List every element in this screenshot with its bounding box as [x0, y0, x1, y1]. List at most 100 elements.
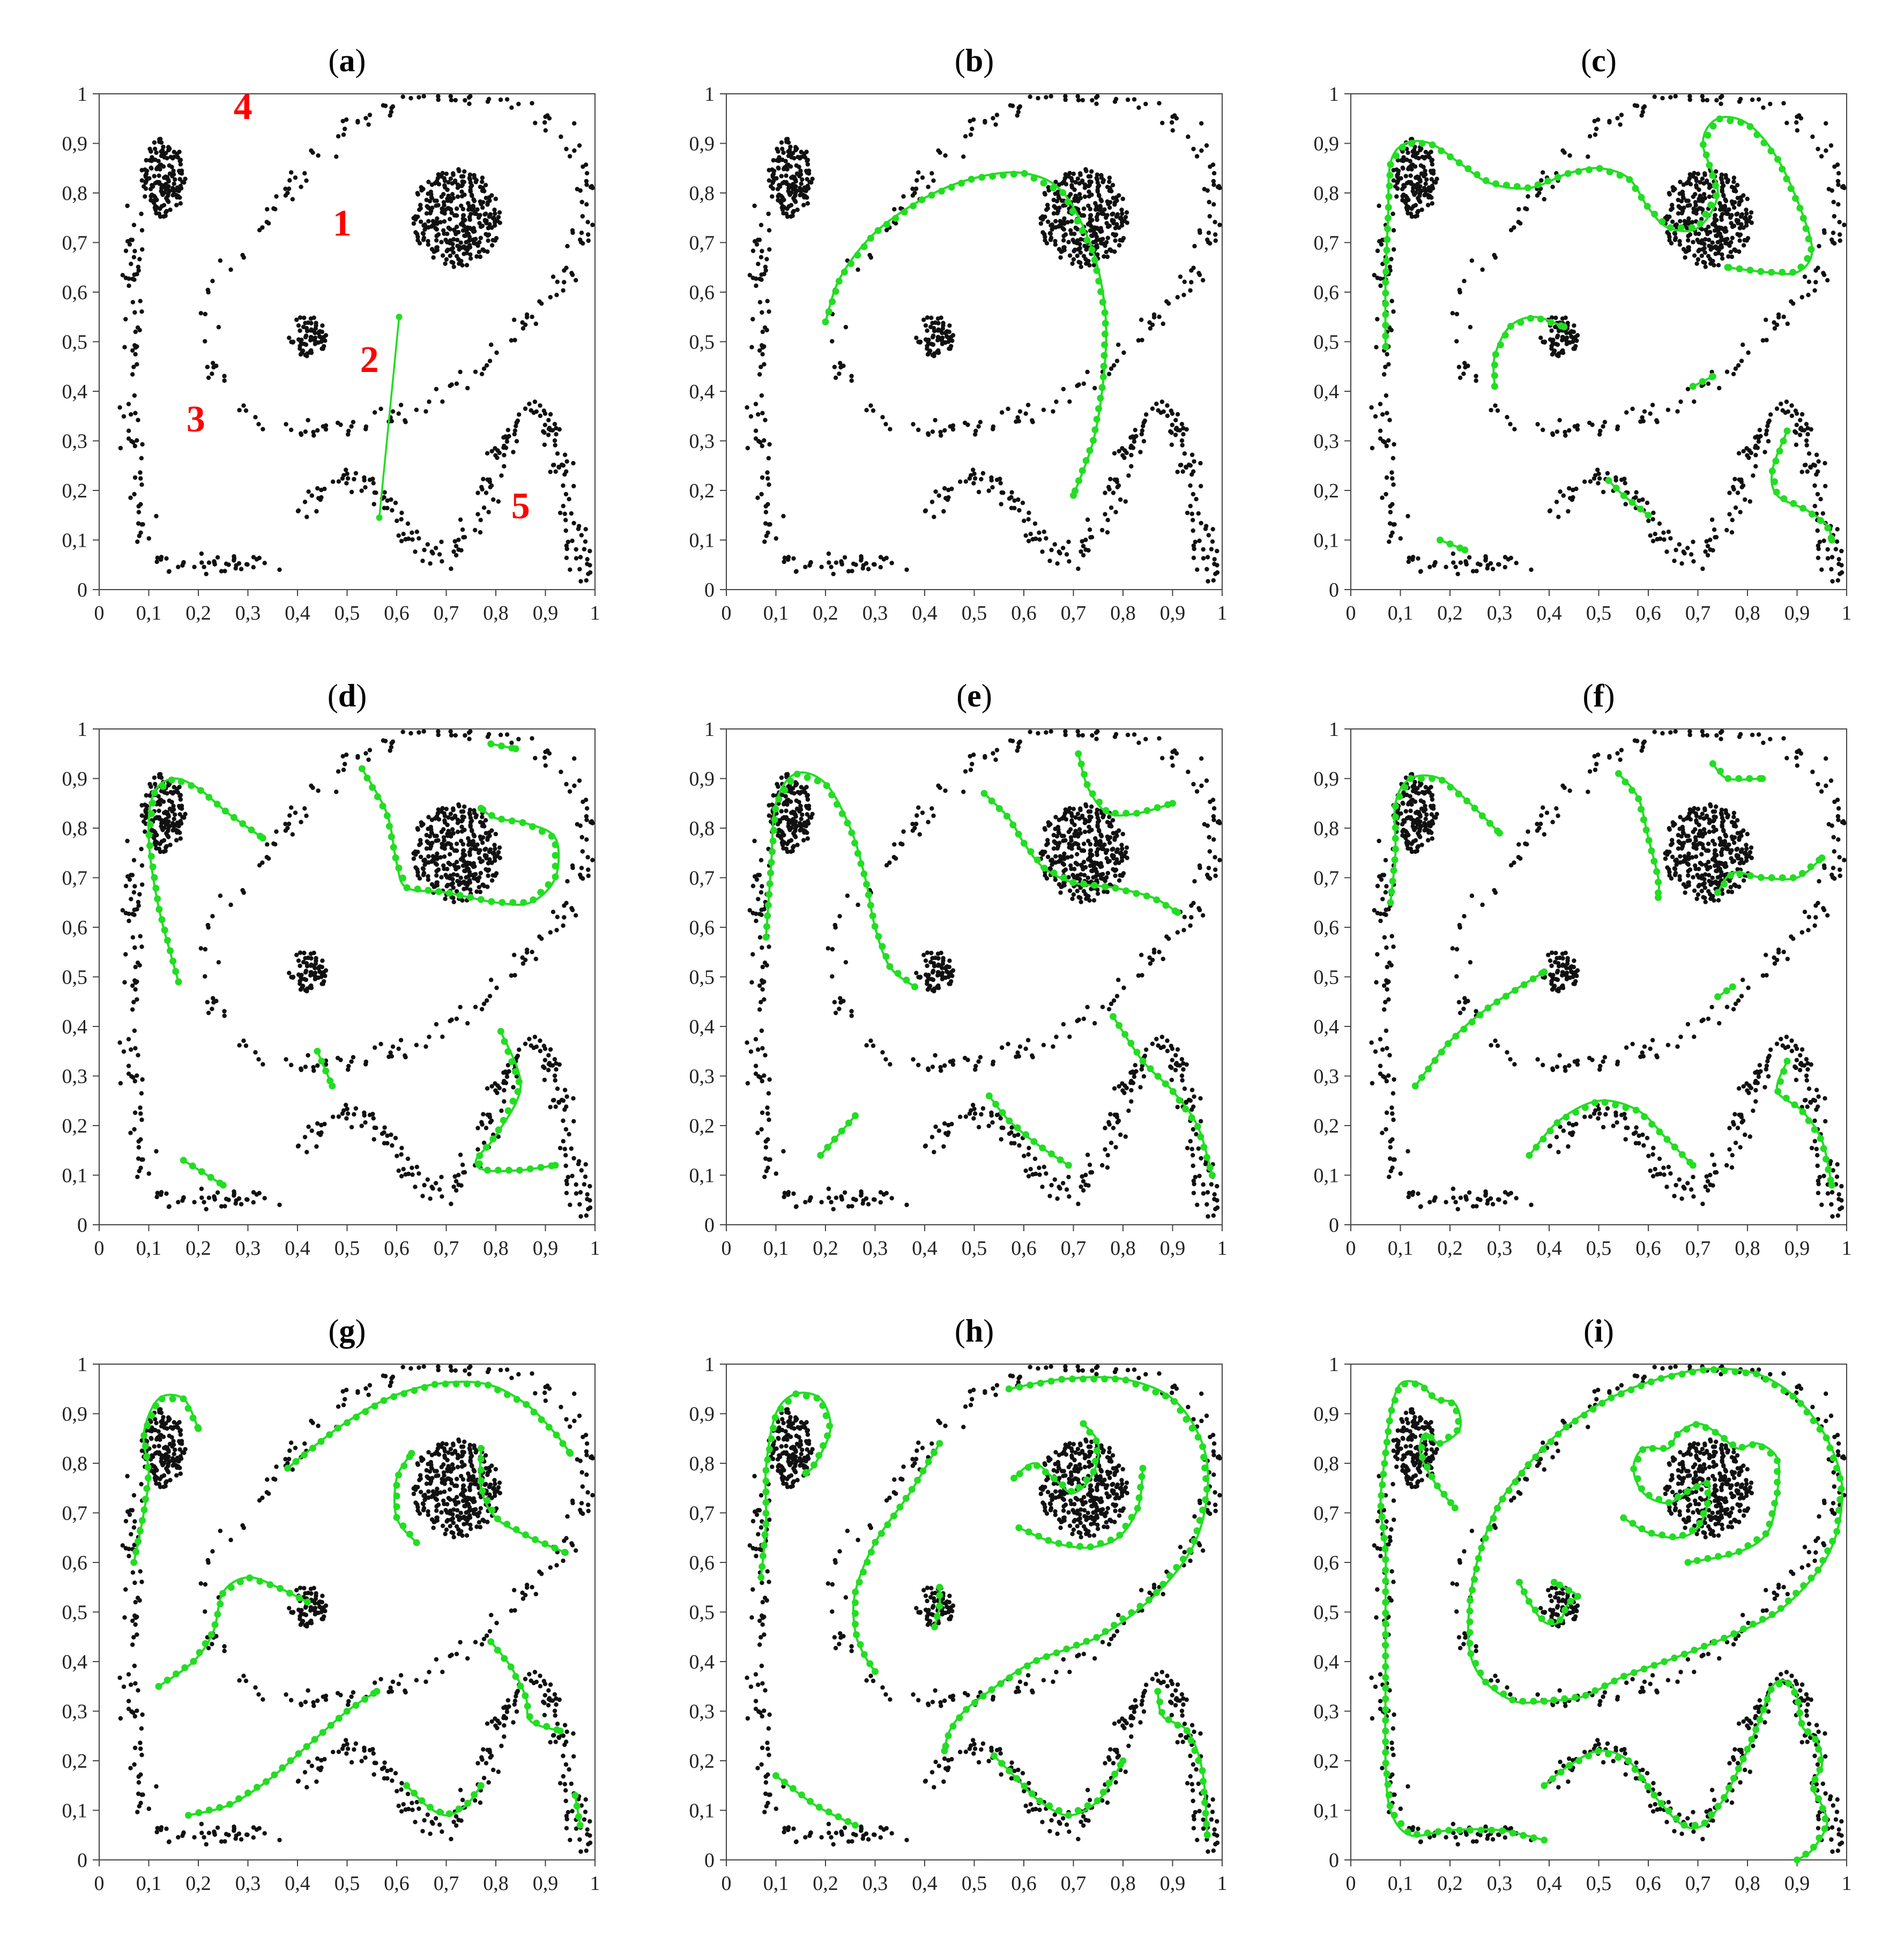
data-point	[1188, 288, 1193, 293]
data-point	[118, 445, 123, 451]
data-point	[1833, 547, 1839, 552]
data-point	[1834, 539, 1840, 544]
data-point	[172, 824, 176, 829]
data-point	[144, 793, 148, 798]
data-point	[832, 364, 837, 369]
data-points	[1369, 94, 1847, 584]
data-point	[1463, 365, 1468, 370]
data-point	[1051, 409, 1055, 414]
data-point	[1375, 248, 1380, 254]
data-point	[1169, 442, 1174, 447]
data-point	[1080, 98, 1085, 103]
data-point	[1192, 244, 1197, 249]
data-point	[1209, 547, 1214, 552]
data-point	[1150, 322, 1155, 327]
data-point	[563, 1163, 568, 1168]
data-point	[786, 817, 791, 823]
data-point	[1701, 259, 1706, 265]
data-point	[132, 310, 137, 315]
data-point	[396, 411, 401, 416]
data-point	[793, 819, 798, 824]
data-point	[243, 408, 249, 413]
data-point	[1104, 213, 1109, 218]
data-point	[1125, 220, 1129, 225]
data-point	[586, 571, 591, 576]
data-point	[1379, 242, 1384, 247]
data-point	[148, 784, 153, 789]
data-point	[789, 838, 794, 843]
data-point	[859, 554, 864, 559]
data-point	[450, 245, 455, 251]
data-point	[486, 226, 491, 230]
data-point	[1619, 478, 1624, 482]
data-point	[570, 1173, 575, 1179]
data-point	[438, 220, 443, 225]
data-point	[253, 415, 258, 420]
curve-node	[435, 888, 443, 895]
data-point	[452, 539, 457, 544]
data-point	[1072, 198, 1077, 203]
data-point	[448, 254, 452, 258]
data-point	[1489, 408, 1493, 413]
data-point	[399, 539, 404, 544]
data-point	[916, 427, 921, 433]
data-point	[488, 485, 493, 489]
data-point	[794, 798, 799, 803]
curve-node	[1606, 168, 1613, 176]
data-point	[374, 1126, 378, 1130]
data-point	[471, 226, 476, 230]
data-point	[303, 321, 308, 325]
data-point	[1736, 218, 1741, 223]
data-point	[205, 364, 210, 369]
data-point	[136, 1053, 140, 1058]
data-point	[1744, 223, 1749, 228]
data-point	[758, 255, 764, 259]
data-point	[1560, 148, 1565, 153]
data-point	[851, 561, 856, 567]
data-point	[1189, 511, 1194, 516]
data-point	[367, 1113, 373, 1118]
data-point	[1682, 551, 1687, 556]
data-point	[1547, 509, 1552, 513]
data-point	[547, 751, 552, 756]
data-point	[1496, 562, 1501, 567]
curve-node	[1783, 175, 1790, 183]
data-point	[137, 892, 142, 897]
data-point	[1595, 467, 1600, 472]
x-tick-label: 0,6	[384, 1237, 410, 1260]
x-tick-label: 0,1	[1388, 602, 1414, 624]
data-point	[512, 428, 518, 433]
data-point	[1113, 238, 1118, 243]
panel-title-paren-close: )	[355, 43, 366, 78]
data-point	[449, 259, 454, 265]
curve-node	[505, 1166, 512, 1174]
data-point	[1598, 428, 1603, 434]
data-point	[805, 797, 810, 802]
data-point	[406, 536, 411, 541]
data-point	[942, 428, 947, 433]
data-point	[871, 408, 876, 413]
data-point	[799, 816, 804, 822]
data-point	[757, 348, 762, 353]
data-point	[901, 194, 906, 199]
data-point	[1116, 343, 1121, 347]
data-point	[493, 1088, 498, 1093]
data-point	[462, 169, 467, 174]
data-point	[1378, 283, 1383, 288]
data-point	[1016, 497, 1021, 502]
data-point	[1618, 122, 1623, 127]
data-point	[467, 861, 472, 866]
data-point	[1058, 551, 1062, 556]
data-point	[569, 1146, 574, 1151]
data-point	[1596, 481, 1601, 486]
curve-node	[1677, 224, 1685, 232]
data-point	[1451, 551, 1456, 556]
x-tick-label: 0,5	[1586, 602, 1612, 624]
data-point	[502, 1099, 507, 1104]
data-point	[1423, 181, 1428, 186]
data-point	[176, 564, 181, 570]
data-point	[1380, 495, 1385, 500]
data-point	[563, 1127, 569, 1132]
data-point	[228, 902, 233, 907]
data-point	[1094, 207, 1098, 212]
